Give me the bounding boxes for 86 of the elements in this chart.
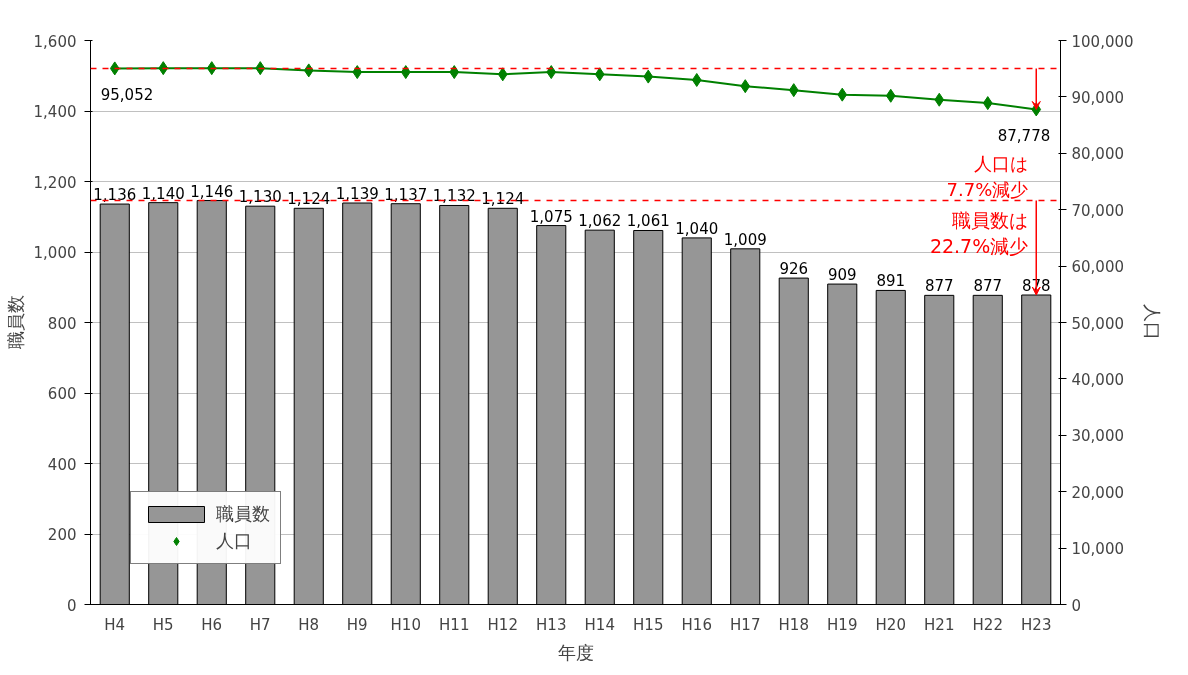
x-tick-label: H22 — [972, 615, 1003, 634]
data-label: 87,778 — [997, 127, 1051, 146]
x-tick-label: H17 — [730, 615, 761, 634]
x-tick-label: H5 — [152, 615, 174, 634]
y-tick-label: 1,400 — [33, 103, 77, 121]
point — [158, 61, 169, 76]
data-label: 1,140 — [141, 184, 185, 203]
y2-tick-label: 30,000 — [1071, 427, 1124, 446]
data-label: 926 — [779, 260, 809, 279]
data-label: 1,075 — [529, 207, 573, 226]
data-label: 95,052 — [100, 86, 154, 105]
x-tick-label: H9 — [346, 615, 368, 634]
x-tick-label: H19 — [827, 615, 858, 634]
y2-tick-label: 40,000 — [1071, 370, 1124, 389]
x-tick-label: H7 — [249, 615, 271, 634]
legend-label: 人口 — [216, 529, 252, 553]
data-label: 1,136 — [93, 186, 137, 205]
x-tick-label: H11 — [439, 615, 470, 634]
y2-tick-label: 100,000 — [1071, 32, 1134, 51]
data-label: 1,062 — [578, 212, 622, 231]
x-axis-title: 年度 — [557, 641, 594, 663]
point — [352, 65, 363, 80]
y2-axis-title: 人口 — [1141, 304, 1163, 341]
annotation: 職員数は 22.7%減少 — [929, 208, 1029, 257]
data-label: 877 — [973, 277, 1003, 296]
y-tick-label: 0 — [66, 596, 77, 615]
point — [788, 83, 799, 98]
data-label: 1,040 — [675, 219, 719, 238]
data-label: 1,139 — [335, 185, 379, 203]
point — [497, 67, 508, 82]
data-label: 1,061 — [626, 212, 670, 231]
x-tick-label: H15 — [633, 615, 664, 634]
legend-label: 職員数 — [216, 502, 270, 526]
y-tick-label: 1,600 — [33, 32, 77, 51]
x-tick-label: H21 — [924, 615, 955, 634]
point — [303, 63, 314, 78]
x-tick-label: H6 — [201, 615, 223, 634]
point — [934, 92, 945, 107]
point — [837, 87, 848, 102]
data-label: 891 — [876, 272, 906, 291]
x-tick-label: H4 — [104, 615, 126, 634]
y2-tick-label: 10,000 — [1071, 540, 1124, 559]
y2-tick-label: 60,000 — [1071, 258, 1124, 277]
point — [255, 61, 266, 76]
point — [109, 61, 120, 76]
point — [546, 65, 557, 80]
x-tick-label: H13 — [536, 615, 567, 634]
point — [643, 69, 654, 84]
point — [982, 96, 993, 111]
y-tick-label: 200 — [47, 526, 77, 544]
x-tick-label: H8 — [298, 615, 320, 634]
data-label: 1,124 — [481, 190, 525, 209]
x-tick-label: H23 — [1021, 615, 1052, 634]
y2-tick-label: 90,000 — [1071, 88, 1124, 107]
point — [691, 72, 702, 87]
x-tick-label: H12 — [487, 615, 518, 634]
data-label: 1,146 — [190, 182, 234, 201]
data-label: 909 — [827, 266, 857, 285]
x-tick-label: H20 — [875, 615, 906, 634]
x-tick-label: H18 — [778, 615, 809, 634]
y-tick-label: 1,000 — [33, 244, 77, 262]
y-axis-title: 職員数 — [4, 295, 26, 350]
y2-tick-label: 20,000 — [1071, 483, 1124, 502]
point — [594, 67, 605, 82]
point — [740, 79, 751, 94]
y2-tick-label: 50,000 — [1071, 314, 1124, 333]
y-tick-label: 400 — [47, 455, 77, 474]
y2-tick-label: 70,000 — [1071, 201, 1124, 220]
data-label: 1,130 — [238, 188, 282, 207]
y-tick-label: 800 — [47, 314, 77, 333]
x-tick-label: H16 — [681, 615, 712, 634]
y2-tick-label: 80,000 — [1071, 145, 1124, 164]
point — [449, 65, 460, 80]
data-label: 1,009 — [723, 230, 767, 249]
point — [206, 61, 217, 76]
y2-tick-label: 0 — [1071, 596, 1082, 615]
point — [400, 65, 411, 80]
data-label: 1,137 — [384, 185, 428, 204]
point — [885, 88, 896, 103]
x-tick-label: H10 — [390, 615, 421, 634]
data-label: 1,124 — [287, 190, 331, 209]
data-label: 877 — [924, 277, 954, 296]
x-tick-label: H14 — [584, 615, 615, 634]
annotation: 人口は 7.7%減少 — [946, 153, 1029, 200]
y-tick-label: 1,200 — [33, 173, 77, 192]
y-tick-label: 600 — [47, 385, 77, 403]
